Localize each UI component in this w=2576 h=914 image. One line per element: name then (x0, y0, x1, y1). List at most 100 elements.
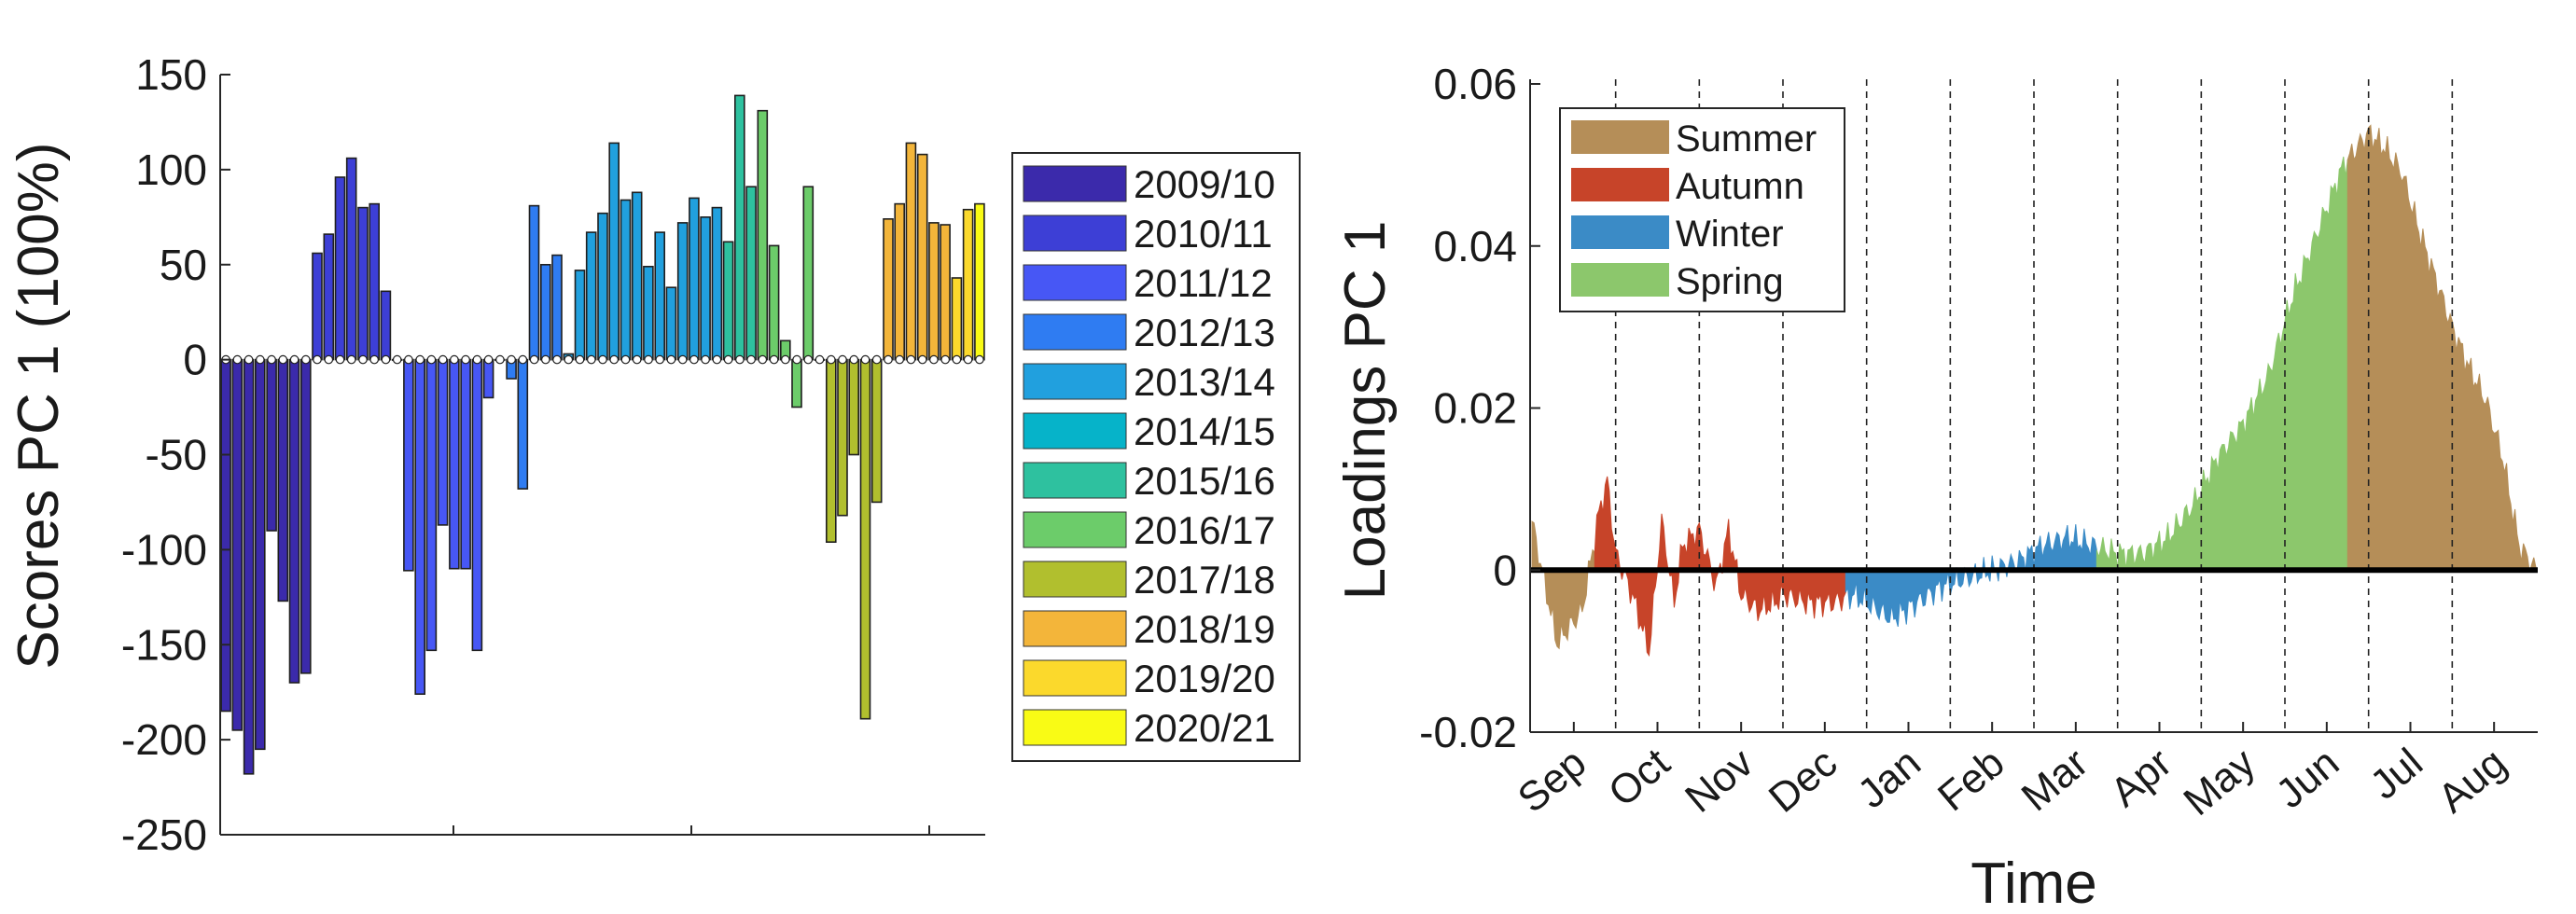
zero-marker (438, 354, 448, 365)
x-tick-label: Jul (2361, 740, 2431, 809)
zero-marker (666, 354, 676, 365)
x-tick-label: Oct (1600, 740, 1678, 816)
x-tick-label: Sep (1510, 740, 1594, 822)
scores-bar-chart: 150 100 50 0 -50 -100 -150 -200 -250 Scores PC 1… (7, 50, 1301, 859)
x-tick-label: Nov (1677, 740, 1761, 822)
zero-marker (564, 354, 574, 365)
bar-2010-11-10 (334, 176, 346, 361)
bar-2013-14-40 (676, 222, 689, 361)
bar-2009-10-0 (220, 358, 231, 713)
bar-2011-12-18 (425, 358, 438, 652)
zero-marker (620, 354, 631, 365)
zero-marker (495, 354, 505, 365)
legend-label: 2018/19 (1134, 607, 1275, 651)
zero-marker (815, 354, 825, 365)
loadings-area (1531, 124, 2537, 658)
bar-2009-10-7 (299, 358, 312, 674)
zero-marker (735, 354, 745, 365)
bar-2013-14-41 (689, 197, 700, 361)
y-tick-label: -150 (121, 620, 207, 669)
y-tick-label: 0.02 (1433, 384, 1517, 433)
zero-marker (575, 354, 585, 365)
x-tick-label: Dec (1761, 740, 1845, 822)
bar-2019-20-65 (962, 208, 974, 361)
zero-marker (369, 354, 379, 365)
zero-marker (529, 354, 539, 365)
bar-2010-11-9 (323, 233, 335, 361)
bar-2017-18-56 (859, 358, 871, 720)
zero-marker (381, 354, 391, 365)
legend-label: 2010/11 (1134, 212, 1273, 256)
zero-marker (884, 354, 893, 365)
y-tick-label: -100 (121, 525, 207, 574)
legend-label: 2015/16 (1134, 459, 1275, 503)
zero-marker (917, 354, 927, 365)
legend-label: 2014/15 (1134, 409, 1275, 453)
bar-2009-10-3 (254, 358, 266, 751)
bar-2013-14-43 (711, 206, 723, 361)
bar-2010-11-8 (312, 252, 323, 361)
zero-marker (552, 354, 562, 365)
zero-marker (300, 354, 311, 365)
y-tick-label: 150 (135, 50, 207, 99)
legend-label: Winter (1676, 214, 1784, 255)
y-tick-label: 50 (160, 241, 207, 289)
zero-marker (426, 354, 437, 365)
zero-marker (507, 354, 516, 365)
bar-2009-10-2 (243, 358, 255, 775)
bar-2010-11-12 (357, 206, 369, 361)
area-summer-4 (2346, 124, 2537, 573)
bar-2011-12-16 (403, 358, 414, 572)
zero-marker (644, 354, 653, 365)
bar-2013-14-35 (620, 199, 632, 361)
zero-marker (415, 354, 425, 365)
zero-marker (871, 354, 882, 365)
bar-2013-14-31 (574, 270, 586, 361)
zero-marker (392, 354, 402, 365)
bar-2017-18-53 (825, 358, 837, 544)
bar-2013-14-38 (654, 231, 666, 361)
legend-label: 2019/20 (1134, 657, 1275, 700)
legend-swatch (1023, 313, 1127, 351)
x-tick-label: Apr (2102, 740, 2180, 816)
legend-label: 2009/10 (1134, 162, 1275, 206)
zero-marker (586, 354, 596, 365)
zero-marker (803, 354, 814, 365)
zero-marker (244, 354, 254, 365)
zero-marker (483, 354, 494, 365)
legend-swatch (1023, 511, 1127, 548)
legend-swatch (1023, 363, 1127, 400)
zero-marker (461, 354, 470, 365)
season-legend: Summer Autumn Winter Spring (1559, 107, 1845, 312)
zero-marker (232, 354, 243, 365)
area-spring-3 (2096, 156, 2348, 571)
bar-2016-17-51 (802, 186, 815, 361)
legend-label: 2020/21 (1134, 706, 1275, 750)
zero-marker (278, 354, 288, 365)
zero-marker (769, 354, 779, 365)
bar-2015-16-45 (733, 94, 745, 361)
bar-2016-17-50 (791, 358, 802, 409)
zero-marker (940, 354, 950, 365)
y-tick-label: -200 (121, 715, 207, 764)
loadings-x-axis-label: Time (1970, 852, 2096, 914)
bar-2015-16-44 (722, 241, 734, 361)
zero-marker (780, 354, 790, 365)
legend-swatch (1023, 165, 1127, 202)
bar-2009-10-6 (288, 358, 300, 684)
bar-2013-14-34 (608, 142, 620, 361)
bar-2009-10-5 (277, 358, 289, 602)
y-tick-label: -50 (146, 431, 207, 479)
bar-2015-16-46 (745, 186, 757, 361)
y-tick-label: 100 (135, 145, 207, 194)
bar-2012-13-27 (528, 204, 540, 361)
zero-marker (472, 354, 482, 365)
bar-2013-14-33 (597, 212, 608, 361)
bar-2011-12-17 (414, 358, 426, 696)
zero-marker (655, 354, 664, 365)
zero-marker (746, 354, 756, 365)
scores-y-axis-label: Scores PC 1 (100%) (7, 142, 71, 669)
bar-2018-19-60 (905, 142, 917, 361)
